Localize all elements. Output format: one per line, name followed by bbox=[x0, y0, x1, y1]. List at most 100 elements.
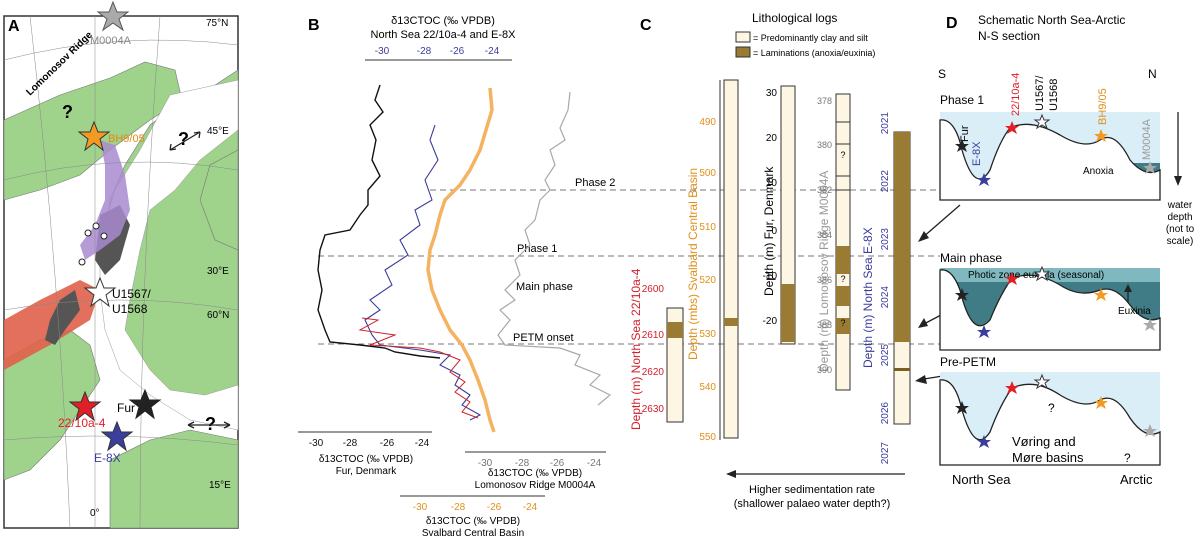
d-m0004a-label: M0004A bbox=[1141, 118, 1153, 160]
ns-tick-label: 2610 bbox=[642, 330, 665, 341]
south-label: S bbox=[938, 67, 946, 81]
sval-depth-ticks: 490 500 510 520 530 540 550 bbox=[699, 117, 716, 443]
d-e8x-label: E-8X bbox=[971, 141, 983, 166]
top-axis-subtitle: North Sea 22/10a-4 and E-8X bbox=[371, 29, 517, 41]
lat-30-label: 30°E bbox=[207, 266, 229, 277]
fur-log-column bbox=[780, 85, 796, 345]
fur-depth-tick: -10 bbox=[763, 271, 778, 282]
panel-b: B δ13CTOC (‰ VPDB) North Sea 22/10a-4 an… bbox=[298, 15, 940, 539]
fur-axis-subtitle: Fur, Denmark bbox=[336, 466, 398, 477]
panel-c-label: C bbox=[640, 17, 652, 34]
d-phase1-bh905-star-icon bbox=[1094, 129, 1108, 142]
sval-depth-tick: 500 bbox=[699, 168, 716, 179]
fur-lamination bbox=[781, 284, 795, 342]
d-phase1-u1567-star-icon bbox=[1033, 113, 1051, 130]
anoxia-label: Anoxia bbox=[1083, 166, 1114, 177]
water-depth-arrow-head bbox=[1174, 176, 1182, 186]
lom-depth-label: Depth (m) Lomonosov Ridge M0004A bbox=[817, 171, 831, 372]
m0004a-map-label: M0004A bbox=[90, 35, 132, 47]
question-mark-2: ? bbox=[178, 129, 189, 149]
d-main-fur-star-icon bbox=[955, 288, 969, 301]
euxinia-arrow-head bbox=[1124, 284, 1132, 292]
pre-petm-q-2: ? bbox=[1124, 451, 1131, 465]
basalt bbox=[45, 290, 80, 345]
sval-depth-tick: 530 bbox=[699, 329, 716, 340]
d-pre-fur-star-icon bbox=[955, 401, 969, 414]
e8x-lamination-thin bbox=[894, 368, 910, 371]
sval-axis-title: δ13CTOC (‰ VPDB) bbox=[426, 516, 520, 527]
sval-axis-subtitle: Svalbard Central Basin bbox=[422, 528, 524, 539]
arrow-main-to-phase1 bbox=[921, 204, 961, 239]
lom-tick-label: -30 bbox=[478, 458, 493, 469]
star-e8x-icon bbox=[100, 420, 134, 452]
d-phase1-fur-star-icon bbox=[955, 139, 969, 152]
sed-rate-label: Higher sedimentation rate bbox=[749, 484, 875, 496]
top-tick-label: -26 bbox=[450, 46, 465, 57]
fur-depth-ticks: 30 20 10 0 -10 -20 bbox=[763, 88, 778, 327]
lom-depth-tick: 386 bbox=[817, 275, 832, 285]
water-depth-label-4: scale) bbox=[1167, 236, 1194, 247]
lom-unit bbox=[835, 121, 851, 145]
photic-label: Photic zone euxinia (seasonal) bbox=[968, 270, 1104, 281]
lom-unit bbox=[835, 175, 851, 191]
d-s22-label: 22/10a-4 bbox=[1010, 73, 1022, 116]
lom-tick-label: -24 bbox=[587, 458, 602, 469]
e8x-depth-tick: 2026 bbox=[880, 402, 891, 425]
north-sea-blue-curve bbox=[364, 124, 482, 421]
legend-lam-label: = Laminations (anoxia/euxinia) bbox=[753, 48, 875, 58]
arrow-head bbox=[918, 231, 929, 242]
top-axis-title: δ13CTOC (‰ VPDB) bbox=[391, 15, 495, 27]
lat-75-label: 75°N bbox=[206, 18, 228, 29]
ns-depth-label: Depth (m) North Sea 22/10a-4 bbox=[629, 268, 643, 430]
lom-depth-tick: 384 bbox=[817, 230, 832, 240]
lom-lamination bbox=[836, 286, 850, 306]
arctic-label: Arctic bbox=[1120, 472, 1153, 487]
legend-clay-label: = Predominantly clay and silt bbox=[753, 33, 868, 43]
lom-depth-tick: 388 bbox=[817, 320, 832, 330]
sval-depth-tick: 520 bbox=[699, 275, 716, 286]
north-sea-red-curve bbox=[358, 317, 479, 419]
sval-depth-label: Depth (mbs) Svalbard Central Basin bbox=[686, 168, 700, 360]
lom-q-2: ? bbox=[840, 274, 845, 284]
legend-lam-swatch bbox=[735, 46, 751, 58]
top-tick-label: -24 bbox=[485, 46, 500, 57]
panel-a-label: A bbox=[8, 18, 20, 35]
fur-tick-label: -26 bbox=[380, 438, 395, 449]
d-bh905-label: BH9/05 bbox=[1097, 88, 1109, 125]
litho-title: Lithological logs bbox=[752, 11, 837, 25]
lon-0-label: 0° bbox=[90, 508, 100, 519]
sed-rate-sublabel: (shallower palaeo water depth?) bbox=[734, 498, 891, 510]
e8x-depth-label: Depth (m) North Sea E-8X bbox=[861, 227, 875, 368]
lat-15-label: 15°E bbox=[209, 480, 231, 491]
sval-tick-label: -24 bbox=[523, 502, 538, 513]
ns-tick-label: 2630 bbox=[642, 404, 665, 415]
lom-lamination bbox=[836, 246, 850, 274]
main-photic-zone bbox=[940, 268, 1160, 282]
sval-depth-tick: 550 bbox=[699, 432, 716, 443]
fur-depth-label: Depth (m) Fur, Denmark bbox=[762, 166, 776, 296]
lom-depth-tick: 390 bbox=[817, 365, 832, 375]
panel-b-label: B bbox=[308, 17, 320, 34]
fur-tick-label: -28 bbox=[343, 438, 358, 449]
site-dot bbox=[84, 229, 92, 237]
d-main-bh905-star-icon bbox=[1094, 288, 1108, 301]
legend-clay-swatch bbox=[735, 31, 751, 43]
e8x-depth-tick: 2023 bbox=[880, 228, 891, 251]
lomonosov-grey-curve bbox=[497, 91, 612, 406]
e8x-depth-tick: 2024 bbox=[880, 286, 891, 309]
lom-axis-subtitle: Lomonosov Ridge M0004A bbox=[475, 480, 596, 491]
u1567-map-label: U1567/ bbox=[112, 287, 151, 301]
d-phase1-e8x-star-icon bbox=[977, 173, 991, 186]
land-east bbox=[199, 149, 239, 251]
d-pre-u1567-star-icon bbox=[1033, 373, 1051, 390]
e8x-depth-ticks: 2021 2022 2023 2024 2025 2026 2027 bbox=[880, 112, 891, 465]
fur-curve bbox=[317, 84, 441, 359]
d-pre-m0004a-star-icon bbox=[1143, 424, 1157, 437]
e8x-map-label: E-8X bbox=[94, 451, 121, 465]
sval-depth-tick: 490 bbox=[699, 117, 716, 128]
site-dot bbox=[92, 222, 100, 230]
sval-tick-label: -30 bbox=[413, 502, 428, 513]
d-pre-s22-star-icon bbox=[1005, 381, 1019, 394]
d-pre-bh905-star-icon bbox=[1094, 396, 1108, 409]
water-depth-label-3: (not to bbox=[1166, 224, 1195, 235]
